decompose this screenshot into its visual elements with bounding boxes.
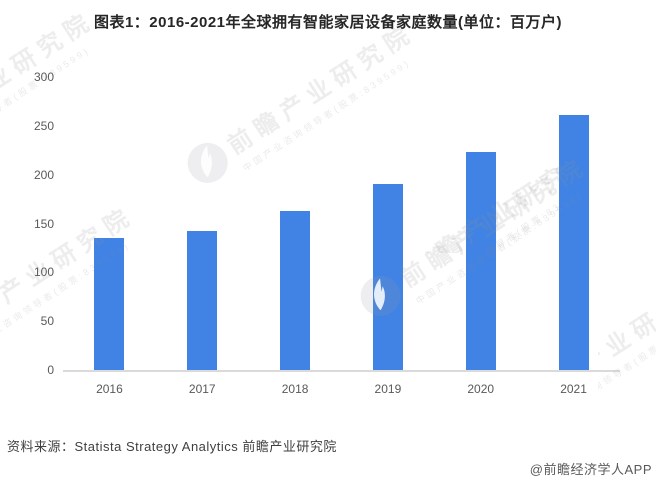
bar-slot [527,77,620,370]
x-tick-label: 2016 [96,382,123,396]
y-tick-label: 100 [33,265,54,280]
y-axis: 0 50 100 150 200 250 300 [0,70,54,377]
bar-2017 [187,231,218,370]
bar-slot [434,77,527,370]
y-tick-label: 250 [33,118,54,133]
bar-2018 [280,210,311,370]
credit-note: @前瞻经济学人APP [529,462,652,477]
source-note: 资料来源：Statista Strategy Analytics 前瞻产业研究院 [7,439,337,454]
x-tick-label: 2018 [281,382,309,396]
plot-area [63,77,620,372]
bar-2019 [372,183,403,370]
y-tick-label: 200 [33,167,54,182]
bar-2021 [558,115,589,370]
y-tick-label: 50 [40,314,54,329]
x-axis-line [63,370,620,372]
bar-slot [249,77,342,370]
bar-series [63,77,620,370]
chart-title: 图表1：2016-2021年全球拥有智能家居设备家庭数量(单位：百万户) [93,14,563,31]
bar-slot [156,77,249,370]
x-tick-label: 2020 [467,382,495,396]
x-tick-label: 2019 [374,382,402,396]
bar-2020 [465,152,496,370]
y-tick-label: 150 [33,216,54,231]
x-tick-label: 2017 [188,382,216,396]
bar-slot [63,77,156,370]
x-axis: 2016 2017 2018 2019 2020 2021 [63,378,620,396]
bar-slot [341,77,434,370]
bar-2016 [94,238,125,370]
x-tick-label: 2021 [560,382,587,396]
y-tick-label: 0 [47,363,54,377]
y-tick-label: 300 [33,70,54,84]
